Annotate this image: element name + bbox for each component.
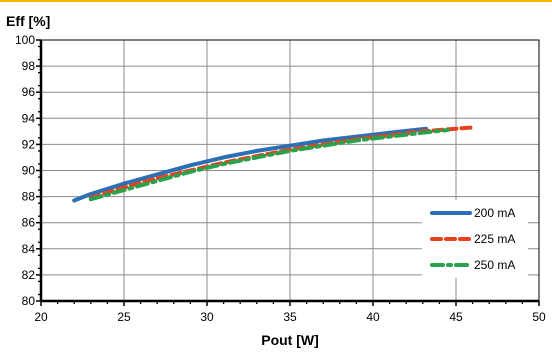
x-tick-label: 30 xyxy=(200,310,214,324)
legend: 200 mA 225 mA 250 mA xyxy=(422,200,528,278)
x-tick-label: 40 xyxy=(366,310,380,324)
y-tick-label: 98 xyxy=(22,59,36,73)
y-axis-title: Eff [%] xyxy=(6,13,50,29)
x-tick-labels: 20 25 30 35 40 45 50 xyxy=(34,310,546,324)
y-tick-label: 92 xyxy=(22,137,36,151)
y-tick-label: 88 xyxy=(22,190,36,204)
y-tick-label: 90 xyxy=(22,164,36,178)
axis-ticks xyxy=(36,39,540,306)
x-tick-label: 50 xyxy=(532,310,546,324)
series-line xyxy=(88,128,450,202)
y-tick-label: 82 xyxy=(22,268,36,282)
series-line xyxy=(72,126,429,203)
legend-label: 250 mA xyxy=(474,258,515,272)
legend-label: 200 mA xyxy=(474,206,515,220)
x-tick-label: 25 xyxy=(117,310,131,324)
x-tick-label: 35 xyxy=(283,310,297,324)
series-lines xyxy=(72,125,475,203)
legend-label: 225 mA xyxy=(474,232,515,246)
x-tick-label: 20 xyxy=(34,310,48,324)
y-tick-label: 84 xyxy=(22,242,36,256)
y-tick-label: 94 xyxy=(22,111,36,125)
y-tick-label: 100 xyxy=(15,33,35,47)
x-tick-label: 45 xyxy=(449,310,463,324)
x-axis-title: Pout [W] xyxy=(261,332,319,348)
y-tick-labels: 80 82 84 86 88 90 92 94 96 98 100 xyxy=(15,33,35,308)
y-tick-label: 80 xyxy=(22,294,36,308)
y-tick-label: 86 xyxy=(22,216,36,230)
top-accent-bar xyxy=(0,0,552,2)
y-tick-label: 96 xyxy=(22,85,36,99)
